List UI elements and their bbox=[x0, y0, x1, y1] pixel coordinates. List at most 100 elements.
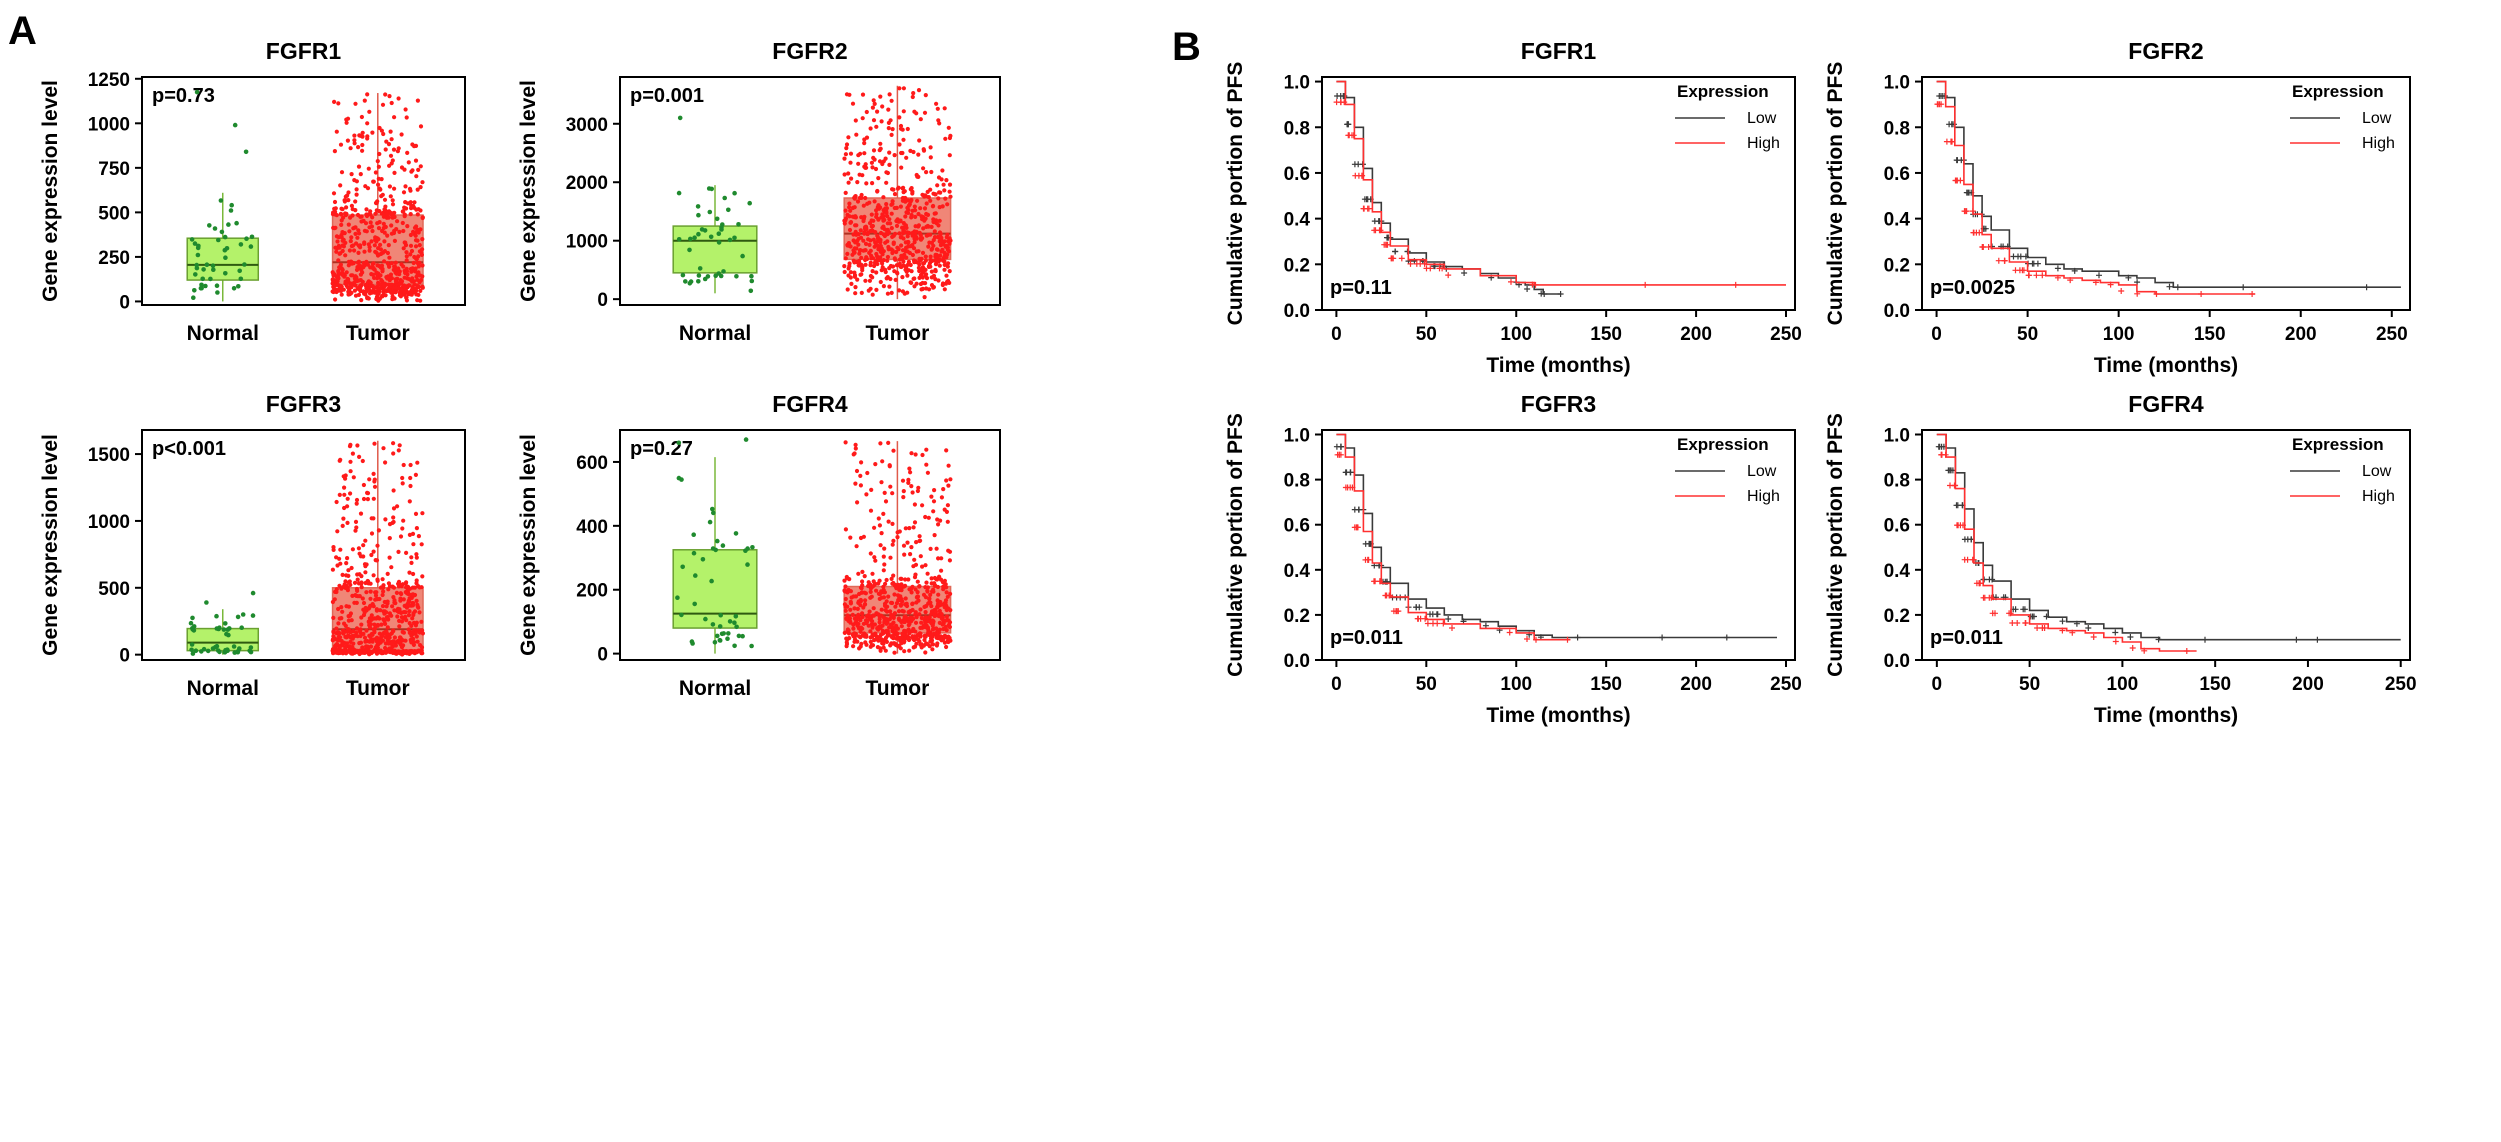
data-point bbox=[365, 92, 370, 97]
censor-mark bbox=[2067, 277, 2074, 284]
data-point bbox=[847, 264, 852, 269]
data-point bbox=[344, 573, 349, 578]
data-point bbox=[397, 624, 402, 629]
data-point bbox=[871, 613, 877, 618]
data-point bbox=[368, 209, 373, 214]
data-point bbox=[876, 217, 881, 222]
data-point bbox=[874, 212, 879, 217]
data-point bbox=[886, 246, 891, 251]
data-point bbox=[386, 215, 391, 220]
data-point bbox=[868, 589, 873, 595]
data-point bbox=[242, 262, 247, 267]
data-point bbox=[860, 626, 865, 631]
data-point bbox=[385, 250, 390, 256]
data-point bbox=[340, 609, 345, 614]
data-point bbox=[344, 270, 349, 275]
data-point bbox=[414, 552, 419, 557]
data-point bbox=[902, 619, 907, 625]
data-point bbox=[385, 625, 390, 630]
censor-mark bbox=[2012, 606, 2019, 613]
data-point bbox=[364, 207, 369, 212]
data-point bbox=[362, 562, 368, 567]
legend-label-high: High bbox=[1747, 488, 1780, 505]
data-point bbox=[880, 261, 885, 266]
data-point bbox=[377, 631, 382, 636]
data-point bbox=[942, 578, 948, 583]
data-point bbox=[339, 235, 344, 240]
data-point bbox=[358, 633, 363, 639]
p-value: p=0.011 bbox=[1330, 627, 1403, 649]
data-point bbox=[353, 199, 358, 204]
data-point bbox=[906, 610, 911, 615]
data-point bbox=[391, 488, 396, 493]
data-point bbox=[189, 642, 195, 647]
data-point bbox=[391, 147, 397, 152]
data-point bbox=[382, 630, 388, 635]
y-tick-label: 250 bbox=[98, 248, 130, 269]
data-point bbox=[392, 635, 397, 640]
censor-mark bbox=[1390, 255, 1397, 262]
data-point bbox=[696, 273, 702, 278]
data-point bbox=[717, 637, 723, 643]
data-point bbox=[913, 214, 918, 219]
data-point bbox=[844, 142, 850, 147]
data-point bbox=[214, 613, 219, 619]
data-point bbox=[872, 525, 877, 530]
data-point bbox=[918, 538, 923, 543]
data-point bbox=[916, 211, 921, 217]
data-point bbox=[918, 206, 923, 211]
data-point bbox=[330, 599, 335, 605]
data-point bbox=[932, 613, 937, 619]
data-point bbox=[911, 525, 916, 530]
data-point bbox=[948, 638, 953, 643]
data-point bbox=[352, 580, 358, 585]
data-point bbox=[928, 187, 933, 192]
data-point bbox=[842, 218, 847, 223]
data-point bbox=[368, 220, 373, 225]
data-point bbox=[339, 222, 344, 227]
data-point bbox=[250, 613, 256, 618]
data-point bbox=[867, 242, 872, 247]
data-point bbox=[192, 288, 197, 293]
data-point bbox=[883, 648, 888, 653]
data-point bbox=[238, 276, 244, 282]
data-point bbox=[931, 237, 936, 243]
data-point bbox=[857, 251, 862, 256]
data-point bbox=[945, 594, 950, 599]
data-point bbox=[363, 283, 368, 288]
data-point bbox=[896, 219, 901, 224]
data-point bbox=[845, 287, 850, 292]
x-tick-label: 250 bbox=[2376, 324, 2408, 345]
data-point bbox=[396, 146, 401, 151]
censor-mark bbox=[1732, 281, 1739, 288]
data-point bbox=[853, 285, 858, 290]
data-point bbox=[387, 522, 393, 527]
data-point bbox=[405, 150, 410, 155]
x-tick-label-normal: Normal bbox=[187, 322, 259, 345]
data-point bbox=[897, 288, 902, 293]
legend-label-high: High bbox=[2362, 488, 2395, 505]
data-point bbox=[726, 207, 731, 213]
data-point bbox=[887, 92, 892, 97]
data-point bbox=[870, 625, 875, 630]
data-point bbox=[401, 518, 406, 523]
data-point bbox=[382, 283, 387, 289]
data-point bbox=[362, 249, 367, 254]
data-point bbox=[871, 148, 877, 153]
data-point bbox=[379, 622, 384, 627]
data-point bbox=[363, 639, 368, 644]
censor-mark bbox=[1407, 260, 1414, 267]
data-point bbox=[330, 567, 335, 572]
data-point bbox=[906, 203, 912, 208]
data-point bbox=[861, 238, 866, 243]
data-point bbox=[417, 610, 422, 615]
x-tick-label-tumor: Tumor bbox=[346, 322, 410, 345]
data-point bbox=[936, 278, 941, 283]
data-point bbox=[332, 149, 337, 154]
x-axis-label: Time (months) bbox=[2094, 704, 2238, 727]
censor-mark bbox=[1439, 265, 1446, 272]
data-point bbox=[369, 272, 374, 277]
data-point bbox=[412, 289, 417, 295]
data-point bbox=[390, 158, 395, 163]
